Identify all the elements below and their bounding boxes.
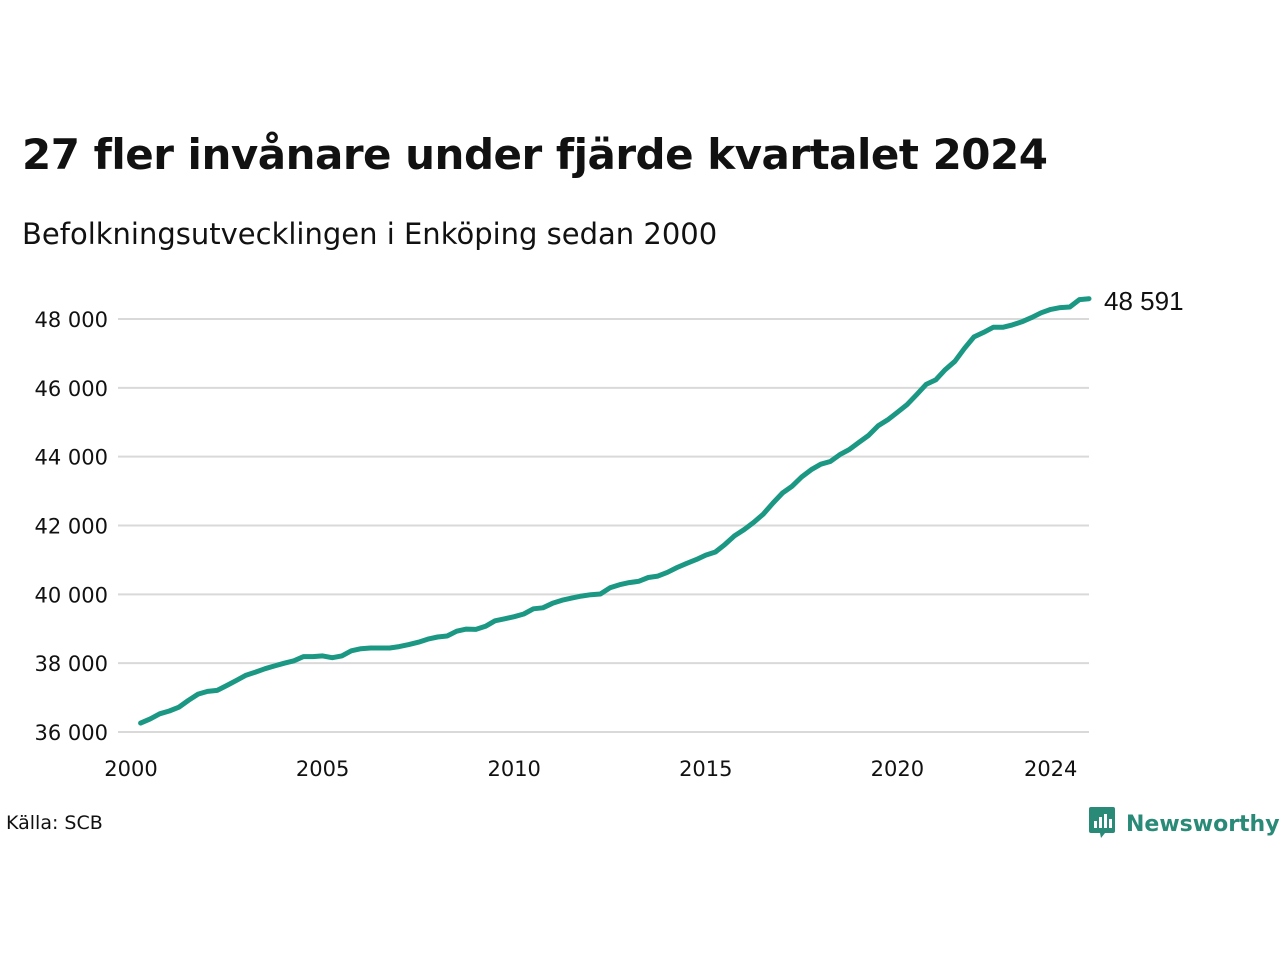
y-tick-label: 42 000	[35, 515, 108, 539]
y-tick-label: 36 000	[35, 721, 108, 745]
y-tick-label: 48 000	[35, 308, 108, 332]
y-axis-ticks: 36 000 38 000 40 000 42 000 44 000 46 000 48 0…	[35, 308, 108, 745]
chart-subtitle: Befolkningsutvecklingen i Enköping sedan…	[22, 217, 718, 251]
brand-name: Newsworthy	[1126, 811, 1280, 837]
y-tick-label: 38 000	[35, 652, 108, 676]
x-tick-label: 2020	[871, 757, 924, 781]
x-tick-label: 2015	[679, 757, 732, 781]
y-tick-label: 46 000	[35, 377, 108, 401]
x-axis-ticks: 2000 2005 2010 2015 2020 2024	[104, 757, 1077, 781]
x-tick-label: 2010	[487, 757, 540, 781]
end-value-label: 48 591	[1104, 286, 1184, 316]
series-line	[138, 296, 1092, 726]
series-layer	[138, 296, 1092, 726]
y-tick-label: 40 000	[35, 583, 108, 607]
x-tick-label: 2005	[296, 757, 349, 781]
y-tick-label: 44 000	[35, 446, 108, 470]
chart-title: 27 fler invånare under fjärde kvartalet …	[22, 130, 1048, 179]
newsworthy-logo-icon	[1088, 805, 1116, 843]
brand-logo[interactable]: Newsworthy	[1088, 805, 1280, 843]
x-tick-label: 2024	[1024, 757, 1077, 781]
source-note: Källa: SCB	[6, 812, 103, 834]
x-tick-label: 2000	[104, 757, 157, 781]
